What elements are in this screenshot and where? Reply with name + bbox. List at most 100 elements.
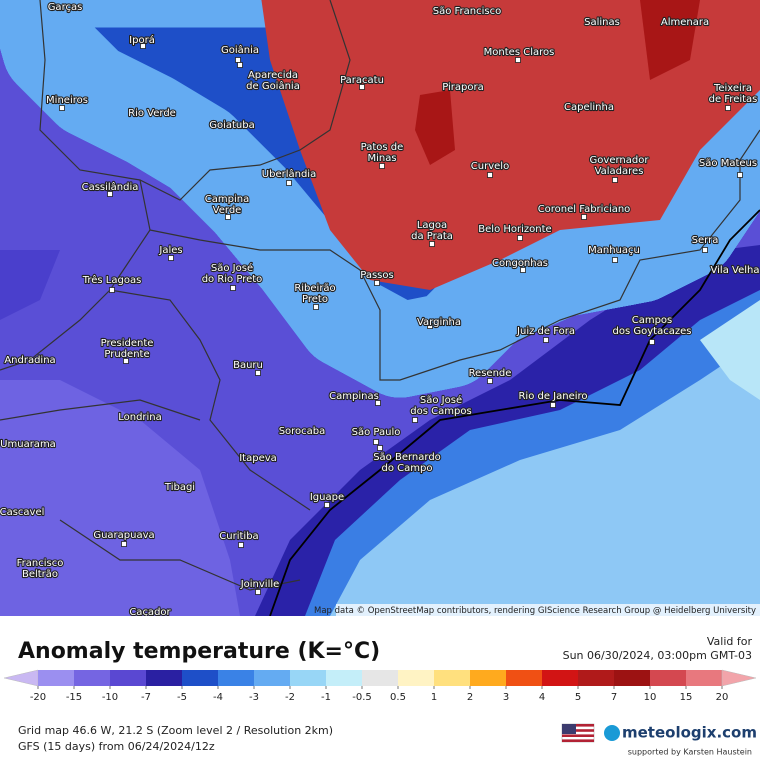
attribution-box <box>336 604 760 616</box>
city-label: Garças <box>48 2 83 13</box>
colorbar-tick-label: 0.5 <box>390 692 406 703</box>
grid-info: Grid map 46.6 W, 21.2 S (Zoom level 2 / … <box>18 724 333 737</box>
city-label: Paracatu <box>340 75 384 86</box>
city-label: Francisco <box>17 558 64 569</box>
city-dot <box>140 43 146 49</box>
city-label: Curvelo <box>471 161 509 172</box>
colorbar-segment <box>254 670 291 686</box>
city-dot <box>581 214 587 220</box>
colorbar-segment <box>362 670 399 686</box>
colorbar-tick-label: 1 <box>431 692 437 703</box>
city-dot <box>255 589 261 595</box>
city-dot <box>612 257 618 263</box>
city-label: Iguape <box>310 492 344 503</box>
city-label: Verde <box>213 205 242 216</box>
city-dot <box>550 402 556 408</box>
city-label: Salinas <box>584 17 620 28</box>
city-dot <box>725 105 731 111</box>
valid-time: Sun 06/30/2024, 03:00pm GMT-03 <box>563 649 752 662</box>
city-dot <box>737 172 743 178</box>
city-label: do Campo <box>382 463 433 474</box>
colorbar-segment <box>38 670 75 686</box>
city-label: Manhuaçu <box>588 245 640 256</box>
city-label: Caçador <box>129 607 171 618</box>
city-label: de Freitas <box>709 94 758 105</box>
city-dot <box>487 378 493 384</box>
panel-title: Anomaly temperature (K=°C) <box>18 639 380 664</box>
city-label: Jales <box>158 245 182 256</box>
city-label: Presidente <box>101 338 154 349</box>
colorbar-tick-label: -4 <box>213 692 223 703</box>
city-dot <box>649 339 655 345</box>
colorbar-tick-label: -15 <box>66 692 82 703</box>
city-label: Goiânia <box>221 44 259 56</box>
colorbar-tick-label: 2 <box>467 692 473 703</box>
colorbar-tick-label: 20 <box>716 692 729 703</box>
city-label: Andradina <box>4 355 55 366</box>
city-label: São Francisco <box>433 6 501 17</box>
city-label: Valadares <box>595 166 644 177</box>
colorbar-segment <box>686 670 723 686</box>
city-label: Prudente <box>104 349 149 360</box>
city-dot <box>373 439 379 445</box>
city-label: Cassilândia <box>82 181 139 193</box>
city-label: Resende <box>469 368 512 379</box>
city-label: Lagoa <box>417 220 447 231</box>
anomaly-region <box>415 90 455 165</box>
city-label: Campina <box>205 194 249 205</box>
colorbar-segment <box>614 670 651 686</box>
city-label: Teixeira <box>713 83 752 94</box>
attribution: Map data © OpenStreetMap contributors, r… <box>314 606 756 616</box>
city-label: Almenara <box>661 17 709 28</box>
city-dot <box>359 84 365 90</box>
colorbar-tick-label: 3 <box>503 692 509 703</box>
city-label: da Prata <box>411 231 453 242</box>
colorbar-end <box>721 669 757 687</box>
colorbar-tick-label: -1 <box>321 692 331 703</box>
colorbar-tick-label: 4 <box>539 692 545 703</box>
city-label: Londrina <box>118 412 162 423</box>
city-label: Varginha <box>417 317 461 328</box>
city-dot <box>109 287 115 293</box>
anomaly-region <box>0 250 60 320</box>
colorbar-segment <box>578 670 615 686</box>
valid-label: Valid for <box>707 635 753 648</box>
colorbar-tick-label: 5 <box>575 692 581 703</box>
city-label: Joinville <box>240 579 280 590</box>
anomaly-region <box>261 0 760 290</box>
city-label: Capelinha <box>564 102 614 113</box>
city-label: Aparecida <box>248 70 298 81</box>
city-dot <box>286 180 292 186</box>
brand: meteologix.com <box>622 724 757 742</box>
colorbar-segment <box>506 670 543 686</box>
city-dot <box>520 267 526 273</box>
city-label: Pirapora <box>442 82 484 93</box>
colorbar-segment <box>182 670 219 686</box>
city-label: Curitiba <box>219 531 258 542</box>
city-label: Itapeva <box>239 453 277 464</box>
city-label: de Goiânia <box>246 80 300 92</box>
colorbar-tick-label: -2 <box>285 692 295 703</box>
colorbar-tick-label: -20 <box>30 692 46 703</box>
city-label: Governador <box>590 155 650 166</box>
city-label: São José <box>211 262 253 274</box>
city-label: Goiatuba <box>209 120 255 131</box>
city-label: Montes Claros <box>484 47 555 58</box>
city-label: Vila Velha <box>711 265 760 276</box>
city-label: Guarapuava <box>93 530 154 541</box>
city-dot <box>59 105 65 111</box>
city-dot <box>168 255 174 261</box>
support: supported by Karsten Haustein <box>628 748 752 757</box>
city-dot <box>121 541 127 547</box>
colorbar-segment <box>326 670 363 686</box>
city-label: Campinas <box>329 391 379 402</box>
brand-logo <box>604 725 620 741</box>
city-label: Tibagi <box>164 482 195 493</box>
city-label: Rio de Janeiro <box>518 391 587 402</box>
colorbar-tick-label: 15 <box>680 692 693 703</box>
city-label: do Rio Preto <box>202 274 263 285</box>
city-label: Congonhas <box>492 258 548 269</box>
city-label: São José <box>420 394 462 406</box>
